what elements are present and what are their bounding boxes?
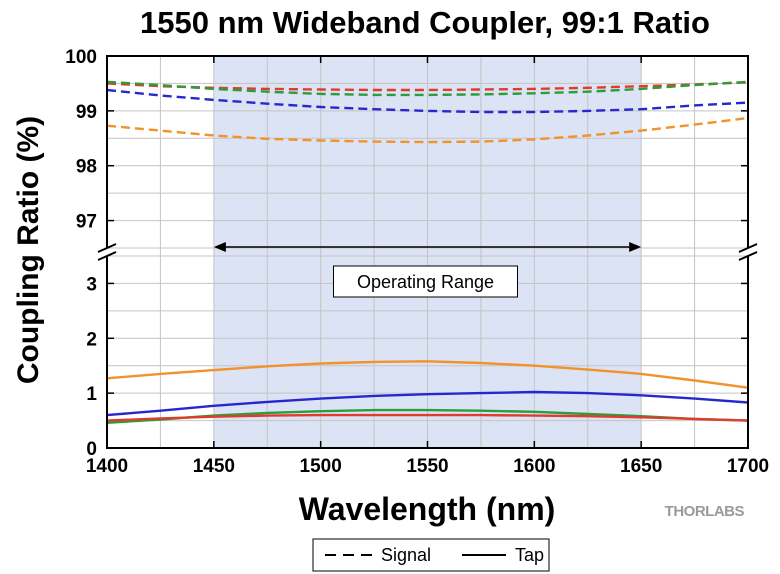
y-tick-label-lower: 3 xyxy=(86,274,97,295)
svg-text:THORLABS: THORLABS xyxy=(665,503,745,520)
operating-range-label-box xyxy=(333,265,518,298)
x-tick-label: 1550 xyxy=(406,456,448,477)
x-tick-label: 1700 xyxy=(727,456,769,477)
operating-range-label: Operating Range xyxy=(357,272,494,292)
y-tick-label-upper: 100 xyxy=(65,47,97,68)
y-tick-label-lower: 2 xyxy=(86,329,97,350)
x-axis-label: Wavelength (nm) xyxy=(299,491,556,527)
tap-line-7 xyxy=(106,413,749,422)
x-tick-label: 1650 xyxy=(620,456,662,477)
tap-line-5 xyxy=(106,390,749,417)
axis-break-mark-right xyxy=(738,243,758,253)
x-tick-label: 1500 xyxy=(300,456,342,477)
operating-range-arrowhead-left xyxy=(213,242,226,252)
y-tick-label-upper: 97 xyxy=(76,212,97,233)
y-tick-label-upper: 99 xyxy=(76,102,97,123)
thorlabs-logo: THORLABS xyxy=(665,503,745,520)
signal-line-3 xyxy=(106,116,749,144)
axis-break-mark-left xyxy=(97,243,117,253)
axis-break-gap-right xyxy=(742,248,754,256)
axis-break-mark-right xyxy=(738,251,758,261)
x-tick-label: 1450 xyxy=(193,456,235,477)
y-tick-label-lower: 0 xyxy=(86,439,97,460)
chart-title: 1550 nm Wideband Coupler, 99:1 Ratio xyxy=(140,5,710,40)
signal-line-2 xyxy=(106,88,749,114)
legend-label-signal: Signal xyxy=(381,545,431,565)
axis-break-mark-left xyxy=(97,251,117,261)
signal-line-1 xyxy=(106,80,749,97)
operating-range-arrowhead-right xyxy=(629,242,642,252)
y-axis-label: Coupling Ratio (%) xyxy=(12,116,45,384)
y-tick-label-upper: 98 xyxy=(76,157,97,178)
axis-break-gap-left xyxy=(101,248,113,256)
x-tick-label: 1400 xyxy=(86,456,128,477)
y-tick-label-lower: 1 xyxy=(86,384,97,405)
tap-line-4 xyxy=(106,360,749,389)
x-tick-label: 1600 xyxy=(513,456,555,477)
legend-label-tap: Tap xyxy=(515,545,544,565)
